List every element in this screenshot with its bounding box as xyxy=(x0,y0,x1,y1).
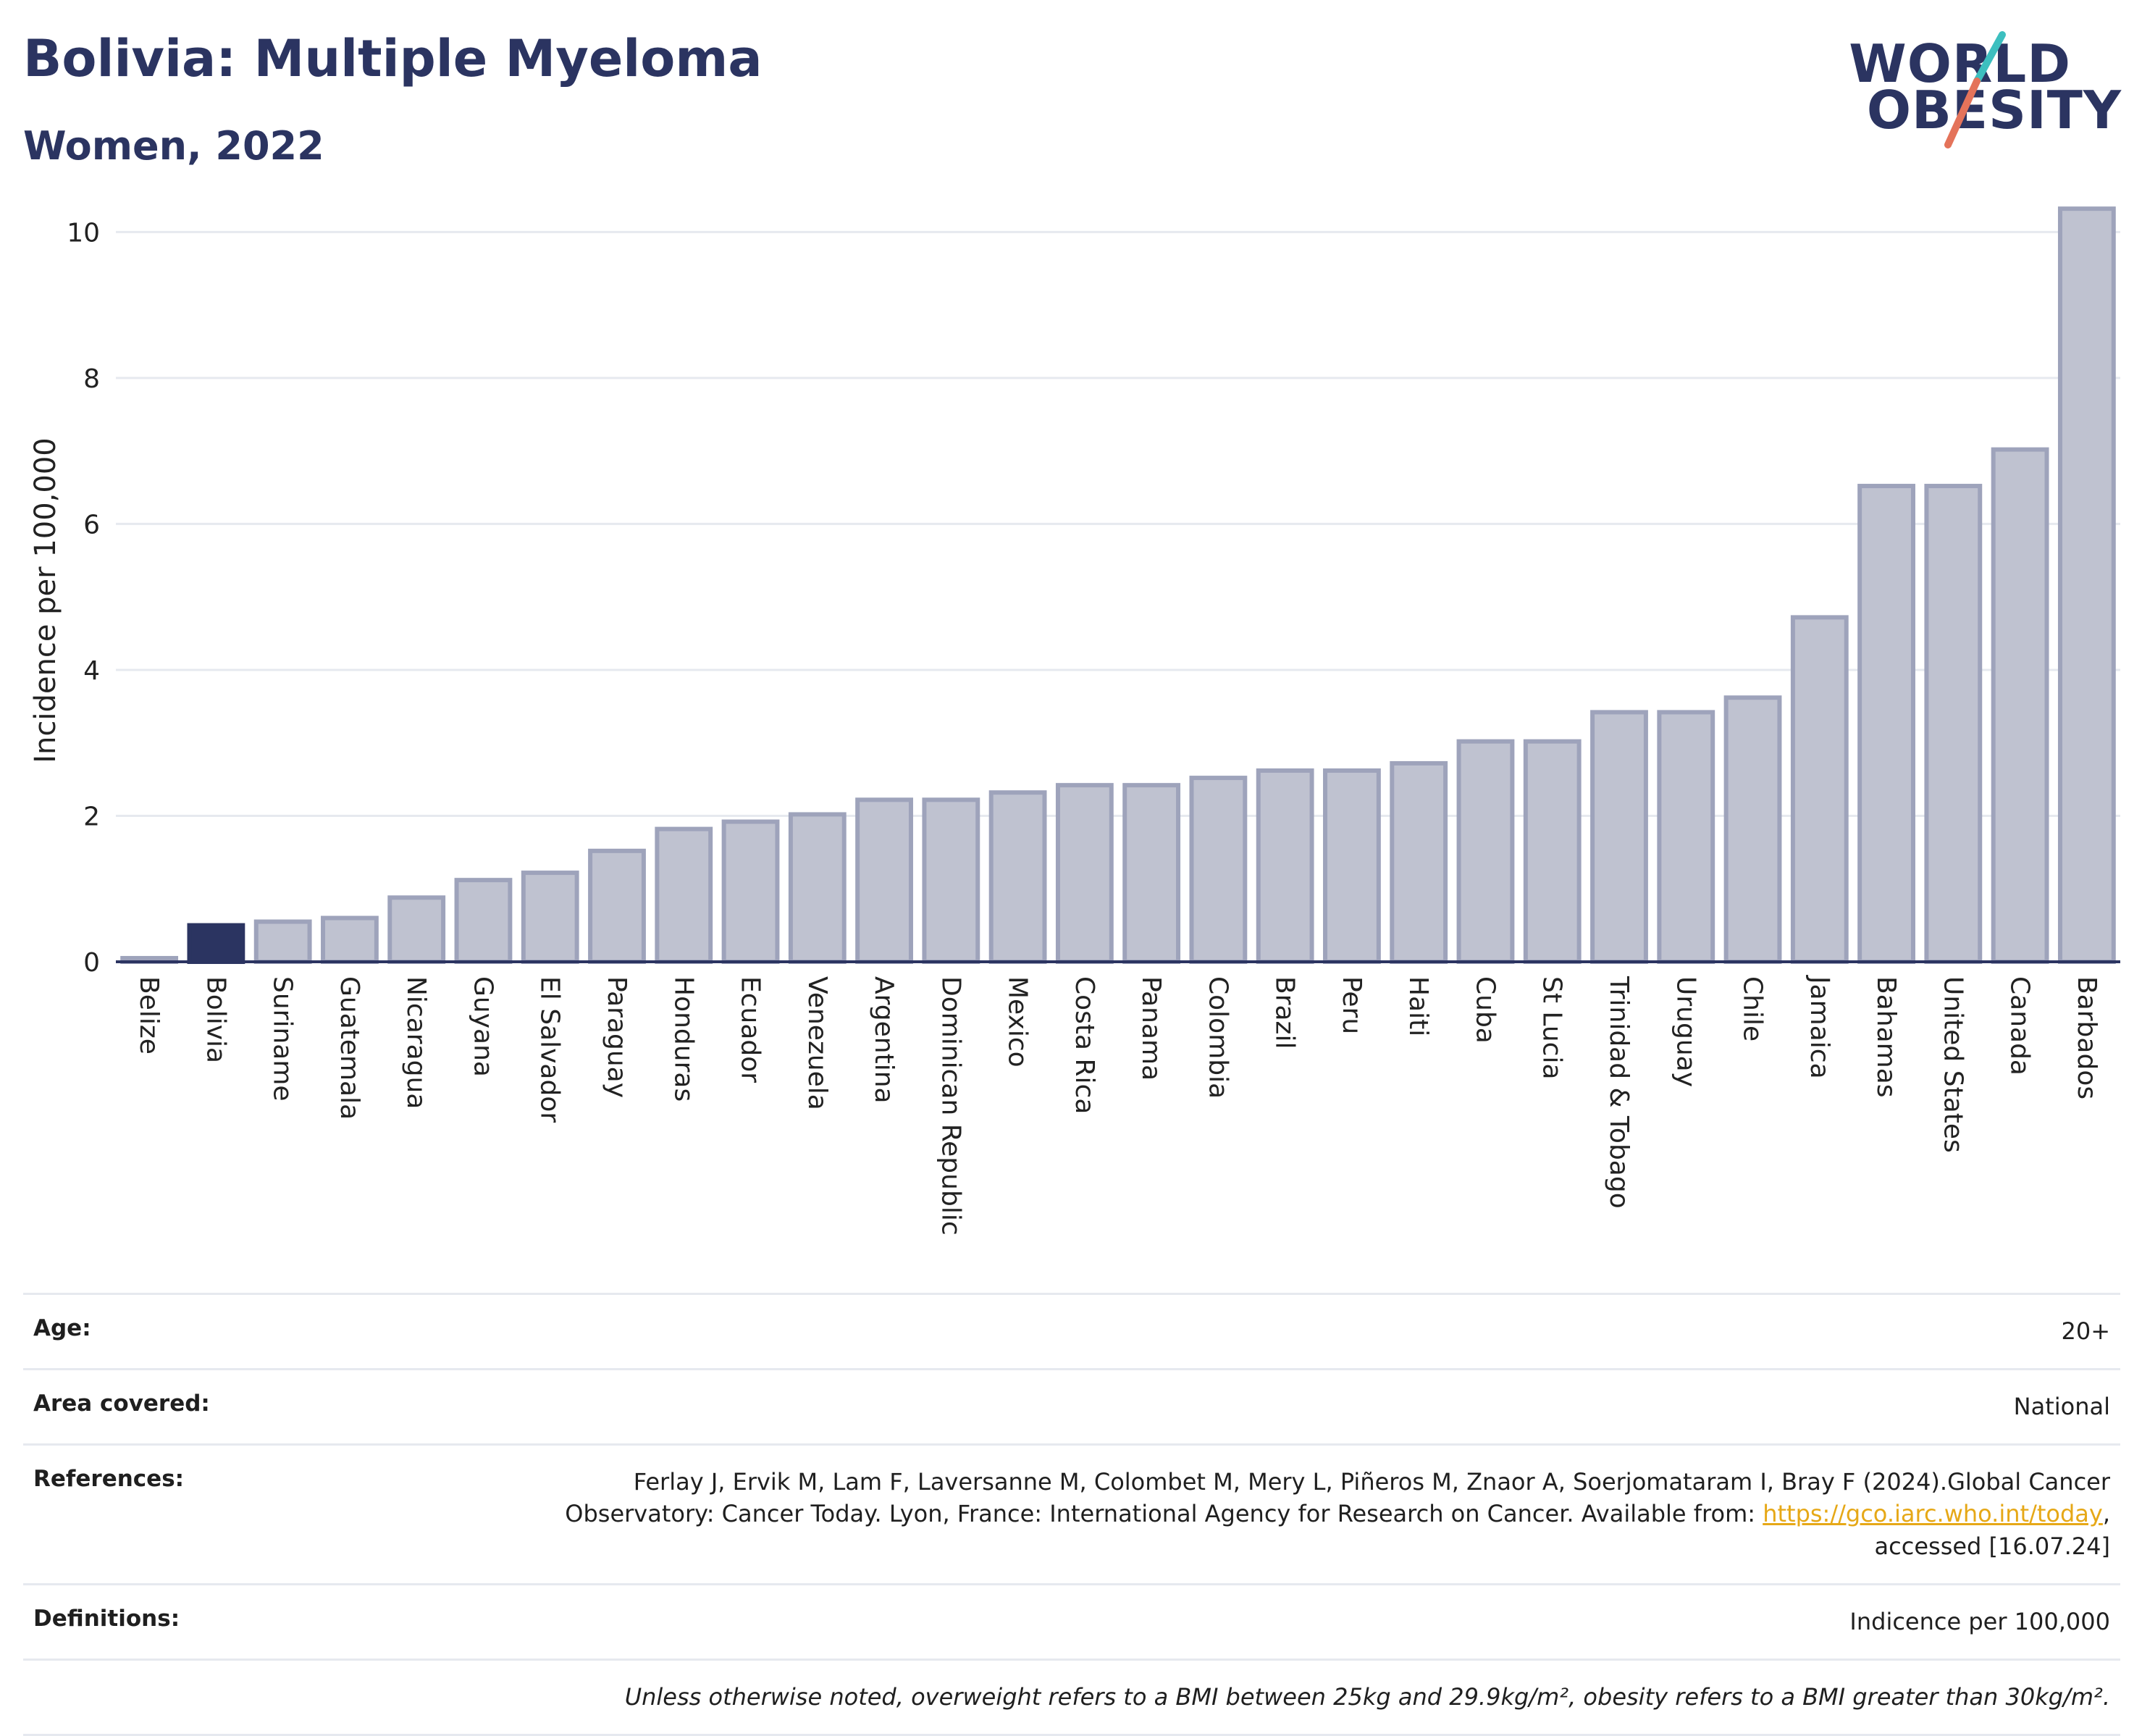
x-tick-label: Costa Rica xyxy=(1070,976,1099,1114)
y-axis-label: Incidence per 100,000 xyxy=(29,437,62,763)
x-tick-label: Barbados xyxy=(2072,976,2101,1099)
bar xyxy=(387,895,446,965)
bar xyxy=(1523,739,1582,964)
bar xyxy=(1256,768,1314,964)
bar xyxy=(1390,760,1448,964)
x-tick-label: Panama xyxy=(1136,976,1166,1081)
bar xyxy=(321,915,379,964)
meta-row-references: References: Ferlay J, Ervik M, Lam F, La… xyxy=(23,1443,2120,1583)
x-tick-label: Bahamas xyxy=(1871,976,1901,1098)
logo-line-2: OBESITY xyxy=(1866,80,2122,141)
bar xyxy=(922,797,980,965)
x-tick-label: Argentina xyxy=(869,976,899,1104)
age-label: Age: xyxy=(33,1315,91,1341)
x-tick-label: United States xyxy=(1938,976,1967,1153)
bar xyxy=(855,797,913,965)
y-tick-label: 10 xyxy=(67,218,100,248)
x-tick-label: Nicaragua xyxy=(401,976,431,1109)
bar xyxy=(2057,206,2116,965)
x-tick-label: Guatemala xyxy=(335,976,364,1120)
x-tick-label: Ecuador xyxy=(736,976,765,1083)
bar xyxy=(1991,447,2049,964)
bar xyxy=(721,819,780,965)
references-link[interactable]: https://gco.iarc.who.int/today xyxy=(1763,1500,2103,1528)
references-label: References: xyxy=(33,1465,185,1492)
meta-row-definitions: Definitions: Indicence per 100,000 xyxy=(23,1582,2120,1659)
y-tick-label: 8 xyxy=(83,364,100,394)
references-value: Ferlay J, Ervik M, Lam F, Laversanne M, … xyxy=(517,1466,2110,1563)
bar xyxy=(588,848,646,965)
logo-slash-icon xyxy=(1944,31,2006,148)
definitions-label: Definitions: xyxy=(33,1605,180,1632)
area-label: Area covered: xyxy=(33,1390,210,1417)
age-value: 20+ xyxy=(2061,1317,2110,1345)
bar xyxy=(1857,484,1915,964)
area-value: National xyxy=(2013,1392,2110,1420)
x-tick-label: Colombia xyxy=(1203,976,1232,1099)
x-tick-label: Suriname xyxy=(268,976,298,1102)
y-tick-label: 6 xyxy=(83,510,100,540)
y-tick-label: 0 xyxy=(83,948,100,978)
definitions-value: Indicence per 100,000 xyxy=(1849,1607,2110,1635)
bar-chart: 0 2 4 6 8 10 Incidence per 100,000 Belize Bolivi… xyxy=(29,206,2120,1236)
x-tick-label: Guyana xyxy=(468,976,497,1077)
x-tick-label: El Salvador xyxy=(535,976,565,1123)
x-tick-label: Chile xyxy=(1738,976,1768,1041)
x-tick-label: Dominican Republic xyxy=(936,976,965,1236)
bar xyxy=(1456,739,1515,964)
x-tick-label: Trinidad & Tobago xyxy=(1604,976,1634,1209)
bar xyxy=(1323,768,1381,964)
metadata-table: Age: 20+ Area covered: National Referenc… xyxy=(23,1293,2120,1736)
x-tick-label: Paraguay xyxy=(602,976,631,1098)
references-text: Ferlay J, Ervik M, Lam F, Laversanne M, … xyxy=(565,1467,2110,1528)
x-tick-label: Bolivia xyxy=(201,976,230,1063)
x-tick-label: Honduras xyxy=(668,976,698,1102)
bar xyxy=(788,812,847,964)
bar xyxy=(1723,695,1782,964)
x-tick-label: Peru xyxy=(1337,976,1366,1034)
bar xyxy=(253,919,312,964)
bar xyxy=(655,826,713,965)
x-tick-label: Venezuela xyxy=(802,976,832,1110)
bar xyxy=(454,878,513,964)
x-tick-label: Uruguay xyxy=(1671,976,1700,1087)
bar-highlight xyxy=(187,923,245,964)
x-tick-label: Mexico xyxy=(1003,976,1033,1068)
y-tick-label: 2 xyxy=(83,802,100,831)
x-tick-label: Jamaica xyxy=(1805,975,1834,1079)
x-tick-label: St Lucia xyxy=(1537,976,1567,1080)
logo-line-1: WORLD xyxy=(1849,33,2071,94)
bar xyxy=(1590,710,1648,964)
bar xyxy=(1122,783,1181,964)
bar xyxy=(1657,710,1715,964)
meta-row-note: Unless otherwise noted, overweight refer… xyxy=(23,1658,2120,1736)
x-tick-label: Brazil xyxy=(1270,976,1300,1049)
bar xyxy=(1189,776,1248,965)
bar xyxy=(521,871,579,965)
y-tick-label: 4 xyxy=(83,656,100,686)
bar xyxy=(1924,484,1983,964)
references-accessed: , accessed [16.07.24] xyxy=(1874,1500,2110,1561)
bar xyxy=(1790,615,1849,964)
x-tick-label: Haiti xyxy=(1403,976,1433,1036)
meta-row-area: Area covered: National xyxy=(23,1367,2120,1443)
bar xyxy=(988,790,1047,964)
page-title: Bolivia: Multiple Myeloma xyxy=(23,29,763,88)
page-subtitle: Women, 2022 xyxy=(23,123,324,169)
bar xyxy=(1055,783,1114,964)
x-tick-label: Canada xyxy=(2005,976,2035,1075)
meta-row-age: Age: 20+ xyxy=(23,1293,2120,1368)
x-tick-label: Cuba xyxy=(1470,976,1500,1044)
world-obesity-logo: WORLD OBESITY xyxy=(1849,29,2122,156)
bmi-note: Unless otherwise noted, overweight refer… xyxy=(624,1682,2110,1711)
x-tick-label: Belize xyxy=(134,976,164,1054)
